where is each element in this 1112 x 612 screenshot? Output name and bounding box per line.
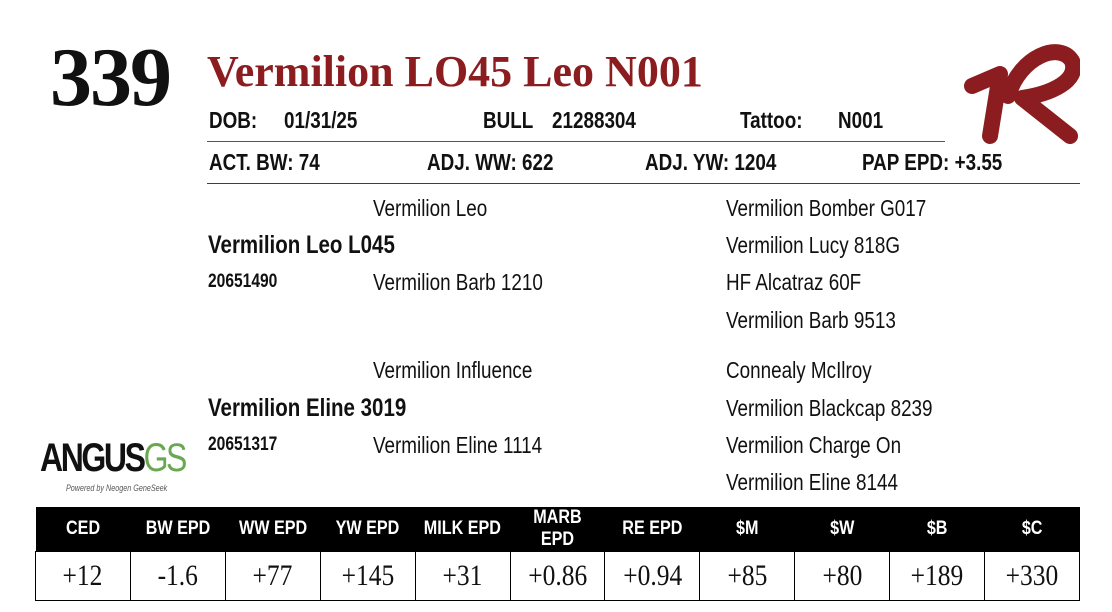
tattoo-label: Tattoo:	[740, 107, 803, 133]
value-row: +12 -1.6 +77 +145 +31 +0.86 +0.94 +85 +80 +189 +33…	[35, 551, 1080, 601]
dam-name: Vermilion Eline 3019	[208, 394, 407, 422]
epd-table: CED BW EPD WW EPD YW EPD MILK EPD MARB EPD RE …	[35, 507, 1080, 601]
logo: ANGUSGS	[40, 436, 188, 480]
divider	[207, 141, 945, 142]
divider	[207, 183, 1080, 184]
epd-header: YW EPD	[320, 507, 416, 552]
epd-value-text: +145	[341, 559, 394, 592]
epd-header-text: $B	[926, 518, 948, 539]
logo-main: ANGUS	[40, 436, 146, 480]
epd-header: WW EPD	[225, 507, 321, 552]
epd-value: +189	[889, 551, 986, 601]
sire-name: Vermilion Leo L045	[208, 231, 395, 259]
epd-header: BW EPD	[130, 507, 226, 552]
epd-value-text: +31	[442, 559, 483, 592]
registration: 21288304	[552, 107, 636, 133]
epd-header-text: $W	[830, 518, 855, 539]
epd-header: $C	[984, 507, 1080, 552]
epd-header: $M	[699, 507, 795, 552]
epd-value-text: +80	[822, 559, 863, 592]
epd-header-text: $C	[1021, 518, 1043, 539]
dam-reg: 20651317	[208, 434, 278, 455]
epd-value-text: +12	[63, 559, 103, 592]
epd-header: $B	[889, 507, 985, 552]
grandparent: HF Alcatraz 60F	[726, 269, 862, 295]
animal-name: Vermilion LO45 Leo N001	[207, 47, 703, 96]
epd-header-text: YW EPD	[335, 518, 400, 539]
grandparent: Connealy McIlroy	[726, 357, 872, 383]
epd-header-text: WW EPD	[238, 518, 307, 539]
epd-header: MILK EPD	[415, 507, 511, 552]
grandparent: Vermilion Blackcap 8239	[726, 395, 933, 421]
epd-value: +85	[699, 551, 796, 601]
epd-value-text: +0.94	[622, 559, 682, 592]
grandparent: Vermilion Charge On	[726, 432, 902, 458]
epd-value-text: +189	[910, 559, 964, 592]
epd-value: +77	[224, 551, 321, 601]
epd-header: $W	[794, 507, 890, 552]
grandparent: Vermilion Barb 9513	[726, 307, 896, 333]
epd-header-text: BW EPD	[145, 518, 211, 539]
epd-header-text: RE EPD	[622, 518, 683, 539]
stat: ADJ. WW: 622	[427, 149, 554, 175]
sire-sire: Vermilion Leo	[373, 195, 488, 221]
epd-value-text: +85	[727, 559, 768, 592]
grandparent: Vermilion Lucy 818G	[726, 232, 901, 258]
grandparent: Vermilion Bomber G017	[726, 195, 927, 221]
lot-number: 339	[50, 31, 172, 124]
epd-value: +12	[35, 551, 131, 601]
stat: ADJ. YW: 1204	[645, 149, 777, 175]
epd-value: +31	[414, 551, 511, 601]
dam-sire: Vermilion Influence	[373, 357, 533, 383]
logo-tagline: Powered by Neogen GeneSeek	[66, 483, 168, 493]
epd-header-text: MILK EPD	[423, 518, 502, 539]
epd-header-text: CED	[65, 518, 101, 539]
epd-value-text: +77	[252, 559, 293, 592]
sire-dam: Vermilion Barb 1210	[373, 269, 543, 295]
epd-value: -1.6	[129, 551, 226, 601]
sex: BULL	[483, 107, 534, 133]
stat: ACT. BW: 74	[209, 149, 320, 175]
epd-value: +145	[319, 551, 416, 601]
epd-value-text: -1.6	[157, 559, 199, 592]
epd-header: CED	[35, 507, 131, 552]
header-row: CED BW EPD WW EPD YW EPD MILK EPD MARB EPD RE …	[35, 507, 1080, 552]
epd-value-text: +330	[1005, 559, 1059, 592]
epd-header-text: $M	[736, 518, 759, 539]
sire-reg: 20651490	[208, 271, 278, 292]
epd-value: +330	[984, 551, 1080, 601]
epd-value: +0.86	[509, 551, 606, 601]
stat: PAP EPD: +3.55	[862, 149, 1003, 175]
brand-logo	[964, 44, 1080, 144]
epd-value-text: +0.86	[527, 559, 587, 592]
grandparent: Vermilion Eline 8144	[726, 469, 898, 495]
epd-header: RE EPD	[604, 507, 700, 552]
brand-mark	[964, 44, 1080, 144]
epd-header-text: MARB EPD	[533, 507, 582, 550]
dam-dam: Vermilion Eline 1114	[373, 432, 543, 458]
epd-value: +80	[794, 551, 891, 601]
epd-value: +0.94	[604, 551, 701, 601]
dob: 01/31/25	[284, 107, 358, 133]
tattoo: N001	[838, 107, 884, 133]
epd-header: MARB EPD	[510, 507, 605, 552]
dob-label: DOB:	[209, 107, 258, 133]
logo-suffix: GS	[143, 436, 188, 480]
